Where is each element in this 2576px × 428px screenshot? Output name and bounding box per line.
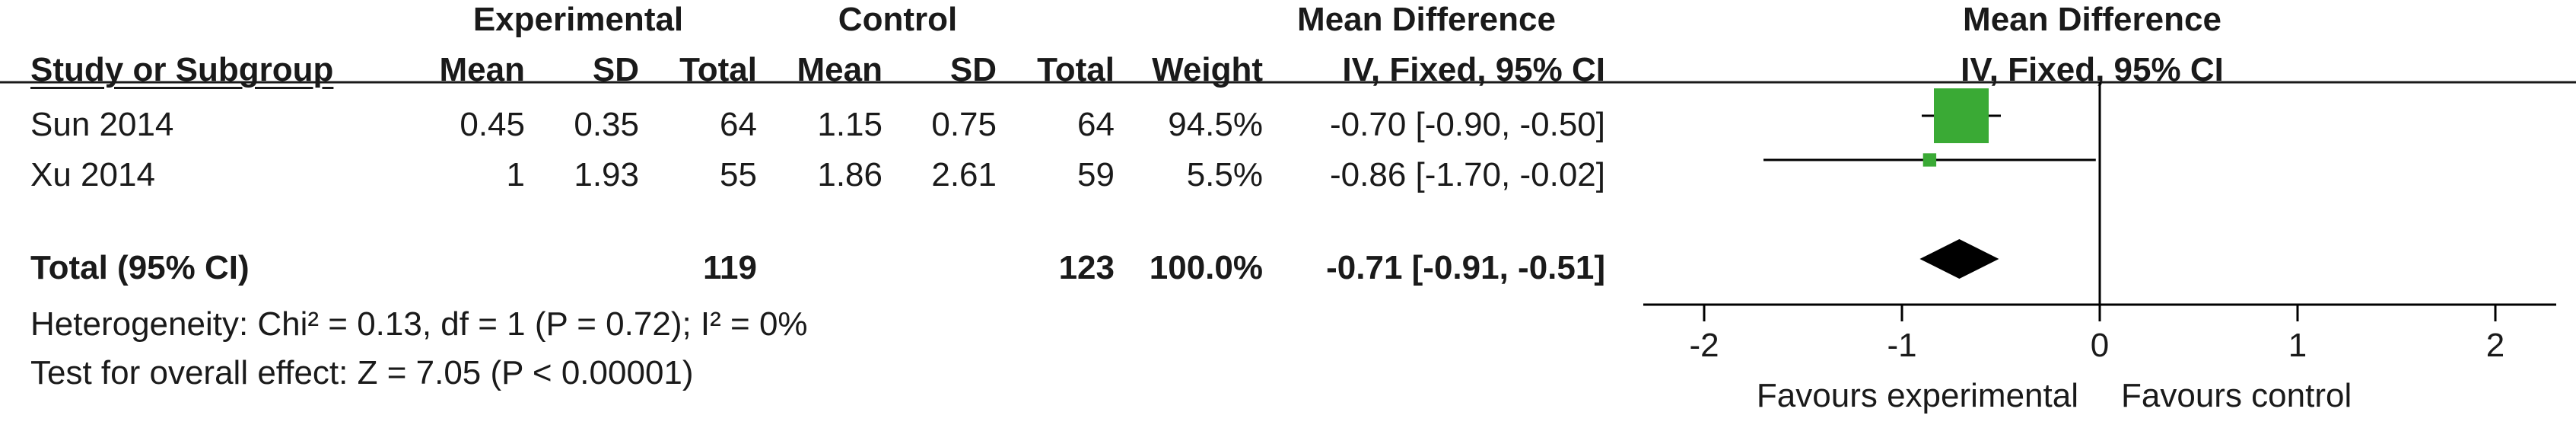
method-header: IV, Fixed, 95% CI: [1342, 51, 1605, 88]
study-marker: [1922, 153, 1937, 167]
ctrl-mean-header: Mean: [797, 51, 883, 88]
exp-sd-header: SD: [592, 51, 639, 88]
ci-value: -0.70 [-0.90, -0.50]: [1330, 106, 1605, 143]
ctrl-mean-value: 1.86: [817, 156, 883, 193]
ctrl-total-value: 59: [1077, 156, 1115, 193]
ctrl-total-header: Total: [1037, 51, 1115, 88]
exp-mean-value: 1: [506, 156, 525, 193]
ctrl-sd-value: 2.61: [931, 156, 997, 193]
exp-sd-value: 0.35: [574, 106, 639, 143]
exp-total-value: 64: [720, 106, 757, 143]
plot-mean-difference-header: Mean Difference: [1963, 1, 2221, 38]
exp-sd-value: 1.93: [574, 156, 639, 193]
exp-mean-header: Mean: [439, 51, 525, 88]
mean-difference-header: Mean Difference: [1297, 1, 1556, 38]
heterogeneity-text: Heterogeneity: Chi² = 0.13, df = 1 (P = …: [30, 305, 808, 343]
experimental-header: Experimental: [472, 1, 684, 38]
x-tick-label: 1: [2288, 327, 2307, 364]
total-label: Total (95% CI): [30, 249, 250, 286]
plot-method-header: IV, Fixed, 95% CI: [1961, 51, 2224, 88]
ci-value: -0.86 [-1.70, -0.02]: [1330, 156, 1605, 193]
ctrl-total-value: 64: [1077, 106, 1115, 143]
favours-experimental-label: Favours experimental: [1757, 377, 2078, 414]
ctrl-sd-value: 0.75: [931, 106, 997, 143]
favours-control-label: Favours control: [2121, 377, 2352, 414]
study-or-subgroup-header: Study or Subgroup: [30, 51, 334, 88]
study-marker: [1934, 88, 1989, 143]
weight-header: Weight: [1152, 51, 1263, 88]
exp-total-header: Total: [679, 51, 757, 88]
x-tick-label: 2: [2486, 327, 2504, 364]
x-tick-label: 0: [2091, 327, 2109, 364]
study-name: Xu 2014: [30, 156, 155, 193]
x-tick-label: -1: [1887, 327, 1916, 364]
x-tick-label: -2: [1689, 327, 1719, 364]
control-header: Control: [838, 1, 958, 38]
study-name: Sun 2014: [30, 106, 174, 143]
summary-diamond: [1919, 239, 1999, 279]
ctrl-sd-header: SD: [949, 51, 997, 88]
weight-value: 94.5%: [1168, 106, 1263, 143]
exp-total-value: 55: [720, 156, 757, 193]
exp-total-sum: 119: [703, 249, 757, 286]
ctrl-total-sum: 123: [1058, 249, 1115, 286]
weight-value: 5.5%: [1186, 156, 1263, 193]
ctrl-mean-value: 1.15: [817, 106, 883, 143]
overall-effect-text: Test for overall effect: Z = 7.05 (P < 0…: [30, 354, 694, 391]
total-ci: -0.71 [-0.91, -0.51]: [1326, 249, 1605, 286]
total-weight: 100.0%: [1149, 249, 1263, 286]
exp-mean-value: 0.45: [460, 106, 525, 143]
